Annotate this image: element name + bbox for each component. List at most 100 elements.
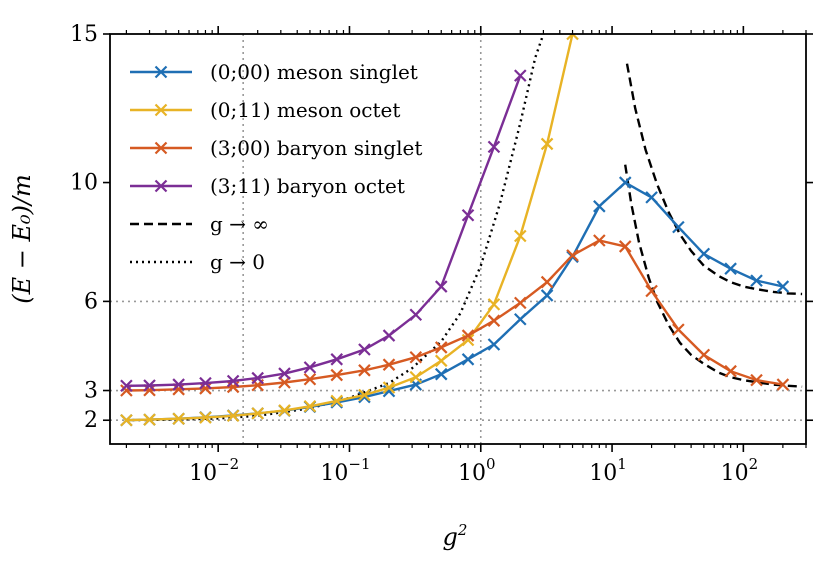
- data-point-2-6: [278, 376, 291, 389]
- x-axis-title: g2: [443, 521, 468, 551]
- data-point-3-4: [226, 374, 240, 388]
- data-point-2-21: [672, 323, 685, 336]
- data-point-3-3: [199, 376, 212, 390]
- asymptote-large-g-curve-0: [625, 63, 803, 296]
- data-point-0-13: [461, 353, 475, 366]
- axis-ticks: 2 3 6 10 15 10−2 10−1 100 101 102: [70, 22, 813, 486]
- data-point-3-13: [461, 208, 475, 222]
- x-tick-label: 10−2: [189, 455, 239, 486]
- data-point-3-1: [143, 379, 156, 392]
- data-point-0-18: [593, 200, 606, 213]
- data-point-2-11: [409, 350, 423, 364]
- data-point-3-12: [434, 280, 448, 293]
- series-3: [120, 69, 527, 393]
- series-line-1: [126, 34, 574, 422]
- data-point-3-6: [278, 367, 291, 380]
- asymptote-large-g-curve-1: [624, 164, 803, 388]
- series-line-2: [126, 239, 784, 392]
- y-axis-title: (E − E₀)/m: [8, 174, 36, 304]
- y-tick-label: 6: [84, 289, 98, 314]
- data-point-2-17: [566, 249, 579, 262]
- series-2: [120, 234, 790, 397]
- y-tick-label: 2: [84, 408, 98, 433]
- data-point-2-14: [487, 314, 501, 327]
- data-point-1-0: [120, 413, 133, 427]
- data-point-1-7: [303, 399, 317, 413]
- legend-label: g → ∞: [210, 212, 269, 236]
- data-point-1-15: [514, 229, 527, 243]
- data-point-2-9: [358, 364, 371, 377]
- data-point-0-21: [672, 220, 685, 234]
- reference-lines: [110, 34, 806, 444]
- data-point-1-10: [382, 381, 396, 394]
- data-point-1-16: [540, 137, 554, 151]
- legend-marker: [154, 103, 168, 117]
- data-point-2-16: [540, 275, 554, 289]
- data-point-0-24: [750, 274, 763, 287]
- legend-label: (0;00) meson singlet: [210, 60, 418, 84]
- data-point-2-18: [593, 234, 606, 247]
- data-point-2-23: [724, 364, 737, 378]
- data-point-0-19: [618, 176, 632, 189]
- legend-entry-4: g → ∞: [130, 212, 269, 236]
- legend: (0;00) meson singlet (0;11) meson octet (3…: [130, 60, 422, 274]
- data-point-3-10: [382, 329, 396, 342]
- data-point-2-15: [514, 296, 527, 310]
- series-1: [120, 34, 579, 427]
- data-point-1-5: [251, 407, 264, 420]
- data-point-3-8: [330, 353, 344, 366]
- data-point-1-17: [566, 34, 579, 41]
- legend-marker: [154, 141, 168, 155]
- data-point-1-14: [487, 298, 501, 311]
- data-point-0-22: [697, 247, 711, 261]
- legend-entry-0: (0;00) meson singlet: [130, 60, 418, 84]
- legend-label: (3;00) baryon singlet: [210, 136, 422, 160]
- data-point-0-23: [724, 262, 737, 275]
- data-point-3-15: [514, 69, 527, 82]
- legend-marker: [154, 65, 168, 79]
- data-point-1-2: [172, 412, 185, 426]
- legend-entry-3: (3;11) baryon octet: [130, 174, 405, 198]
- data-point-0-20: [645, 191, 658, 204]
- data-point-0-25: [776, 280, 790, 293]
- legend-label: (0;11) meson octet: [210, 98, 400, 122]
- legend-entry-1: (0;11) meson octet: [130, 98, 400, 122]
- data-point-2-13: [461, 329, 475, 342]
- y-tick-label: 3: [84, 379, 98, 404]
- data-point-2-12: [434, 341, 448, 354]
- data-point-2-7: [303, 372, 317, 386]
- data-point-1-1: [143, 413, 156, 426]
- data-point-2-19: [618, 240, 632, 253]
- x-tick-label: 10−1: [320, 455, 370, 486]
- data-point-1-12: [434, 354, 448, 368]
- data-point-3-14: [487, 140, 501, 154]
- data-point-1-6: [278, 404, 291, 417]
- data-point-2-22: [697, 348, 711, 362]
- data-point-2-25: [776, 378, 790, 391]
- legend-entry-5: g → 0: [130, 250, 265, 274]
- x-tick-label: 101: [589, 455, 627, 486]
- series-line-3: [126, 75, 522, 387]
- data-point-3-5: [251, 371, 264, 385]
- data-layer: [120, 34, 803, 427]
- data-point-1-9: [358, 388, 371, 402]
- legend-label: g → 0: [210, 250, 265, 274]
- data-point-1-11: [409, 370, 423, 384]
- legend-label: (3;11) baryon octet: [210, 174, 405, 198]
- data-point-3-7: [303, 361, 317, 374]
- y-tick-label: 10: [70, 171, 98, 196]
- data-point-2-8: [330, 368, 344, 382]
- data-point-1-8: [330, 394, 344, 408]
- data-point-3-2: [172, 378, 185, 391]
- x-tick-label: 102: [721, 455, 759, 486]
- x-tick-label: 100: [458, 455, 496, 486]
- data-point-1-3: [199, 411, 212, 424]
- legend-entry-2: (3;00) baryon singlet: [130, 136, 422, 160]
- data-point-2-3: [199, 382, 212, 395]
- data-point-0-15: [514, 312, 527, 326]
- data-point-0-12: [434, 367, 448, 381]
- data-point-0-16: [540, 289, 554, 302]
- data-point-1-4: [226, 409, 240, 423]
- data-point-3-11: [409, 308, 423, 322]
